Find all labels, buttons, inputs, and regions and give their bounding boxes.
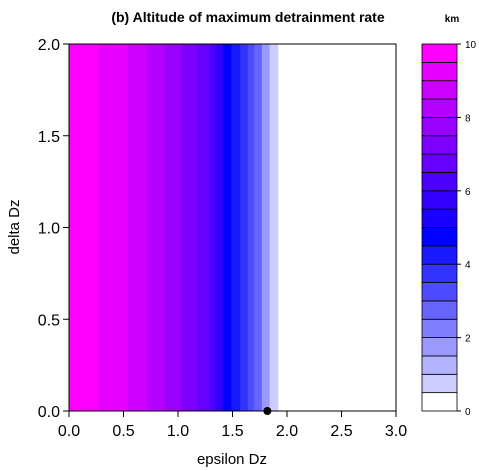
y-tick-label: 2.0	[38, 37, 60, 54]
marker-layer	[263, 407, 272, 415]
x-tick-label: 2.0	[276, 423, 298, 440]
heatmap-band	[127, 44, 149, 411]
heatmap-band	[231, 44, 241, 411]
heatmap-band	[269, 44, 279, 411]
colorbar-level	[421, 355, 458, 375]
colorbar-tick-label: 2	[465, 334, 471, 345]
colorbar-tick-label: 6	[465, 187, 471, 198]
colorbar-level	[421, 300, 458, 320]
colorbar-level	[421, 282, 458, 302]
heatmap-band	[247, 44, 255, 411]
y-tick-label: 1.5	[38, 129, 60, 146]
heatmap-band	[69, 44, 100, 411]
colorbar-level	[421, 263, 458, 283]
x-tick-label: 0.5	[112, 423, 134, 440]
colorbar-level	[421, 318, 458, 339]
x-axis-title: epsilon Dz	[197, 451, 267, 468]
colorbar-level	[421, 43, 458, 63]
colorbar: 0 2 4 6 8 10	[421, 40, 477, 418]
heatmap-band	[222, 44, 233, 411]
colorbar-level	[421, 98, 458, 118]
colorbar-level	[421, 135, 458, 155]
heatmap-band	[181, 44, 198, 411]
x-tick-label: 3.0	[385, 423, 407, 440]
y-tick-label: 0.0	[38, 404, 60, 421]
colorbar-level	[421, 172, 458, 192]
y-tick-label: 0.5	[38, 312, 60, 329]
colorbar-level	[421, 190, 458, 210]
colorbar-level	[421, 208, 458, 228]
colorbar-level	[421, 117, 458, 137]
colorbar-level	[421, 245, 458, 265]
heatmap-band	[209, 44, 217, 411]
x-tick-label: 0.0	[58, 423, 80, 440]
heatmap-band	[196, 44, 211, 411]
colorbar-tick-label: 0	[465, 407, 471, 418]
heatmap-band	[98, 44, 129, 411]
heatmap-band	[147, 44, 166, 411]
x-tick-label: 2.5	[330, 423, 352, 440]
chart-title: (b) Altitude of maximum detrainment rate	[111, 9, 385, 25]
y-axis-title: delta Dz	[6, 199, 23, 254]
heatmap-band	[278, 44, 397, 411]
colorbar-tick-label: 4	[465, 260, 471, 271]
colorbar-level	[421, 80, 458, 100]
colorbar-level	[421, 61, 458, 82]
heatmap-band	[164, 44, 182, 411]
marker-point	[263, 407, 272, 415]
colorbar-level	[421, 373, 458, 394]
colorbar-tick-label: 8	[465, 113, 471, 124]
x-tick-label: 1.5	[221, 423, 243, 440]
x-axis: 0.0 0.5 1.0 1.5 2.0 2.5 3.0	[58, 411, 407, 440]
colorbar-level	[421, 227, 458, 247]
colorbar-tick-label: 10	[465, 40, 477, 51]
heatmap-band	[216, 44, 224, 411]
y-tick-label: 1.0	[38, 221, 60, 238]
heatmap-bands	[69, 44, 397, 411]
x-tick-label: 1.0	[167, 423, 189, 440]
colorbar-level	[421, 153, 458, 173]
y-axis: 0.0 0.5 1.0 1.5 2.0	[38, 37, 69, 421]
colorbar-unit: km	[445, 14, 460, 25]
heatmap-band	[261, 44, 271, 411]
colorbar-level	[421, 392, 458, 412]
heatmap-band	[240, 44, 249, 411]
colorbar-level	[421, 337, 458, 357]
heatmap-band	[254, 44, 263, 411]
